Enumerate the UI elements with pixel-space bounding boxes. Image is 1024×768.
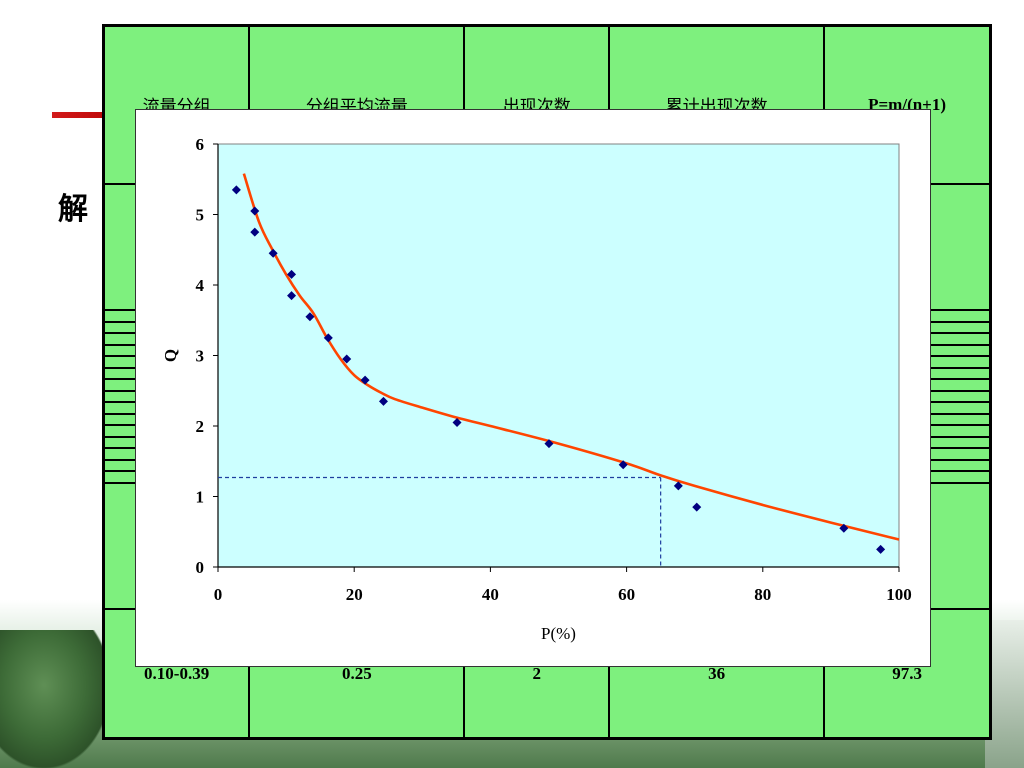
tree-decoration: [0, 630, 110, 768]
y-tick-label: 5: [196, 206, 205, 225]
data-point: [250, 206, 260, 216]
data-point: [342, 354, 352, 364]
x-tick-label: 100: [886, 585, 912, 604]
fitted-curve: [242, 173, 900, 541]
data-points-layer: [231, 185, 886, 554]
chart-ticks: 0 20 40 60 80 100 0 1 2 3 4 5 6: [196, 135, 912, 604]
fitted-curve-layer: [242, 173, 900, 541]
x-tick-label: 20: [346, 585, 363, 604]
y-tick-label: 2: [196, 417, 205, 436]
chart-svg: 0 20 40 60 80 100 0 1 2 3 4 5 6 P(%) Q: [161, 135, 912, 643]
x-tick-label: 80: [754, 585, 771, 604]
x-tick-label: 40: [482, 585, 499, 604]
data-point: [287, 291, 297, 301]
x-axis-label: P(%): [541, 624, 576, 643]
data-point: [268, 248, 278, 258]
data-point: [323, 333, 333, 343]
y-tick-label: 0: [196, 558, 205, 577]
title-accent-bar: [52, 112, 138, 118]
data-point: [839, 523, 849, 533]
y-tick-label: 6: [196, 135, 205, 154]
x-tick-label: 0: [214, 585, 223, 604]
data-point: [360, 375, 370, 385]
data-point: [378, 396, 388, 406]
reference-lines: [218, 476, 662, 567]
y-axis-label: Q: [161, 349, 180, 362]
data-point: [692, 502, 702, 512]
data-point: [305, 312, 315, 322]
solution-label: 解: [58, 192, 88, 227]
x-tick-label: 60: [618, 585, 635, 604]
y-tick-label: 4: [196, 276, 205, 295]
data-point: [544, 439, 554, 449]
data-point: [287, 269, 297, 279]
data-point: [231, 185, 241, 195]
data-point: [673, 481, 683, 491]
data-point: [618, 460, 628, 470]
frequency-curve-chart: 0 20 40 60 80 100 0 1 2 3 4 5 6 P(%) Q: [135, 109, 931, 667]
data-point: [452, 417, 462, 427]
y-tick-label: 1: [196, 488, 205, 507]
data-point: [250, 227, 260, 237]
plot-area: [217, 143, 900, 568]
data-point: [876, 544, 886, 554]
y-tick-label: 3: [196, 347, 205, 366]
